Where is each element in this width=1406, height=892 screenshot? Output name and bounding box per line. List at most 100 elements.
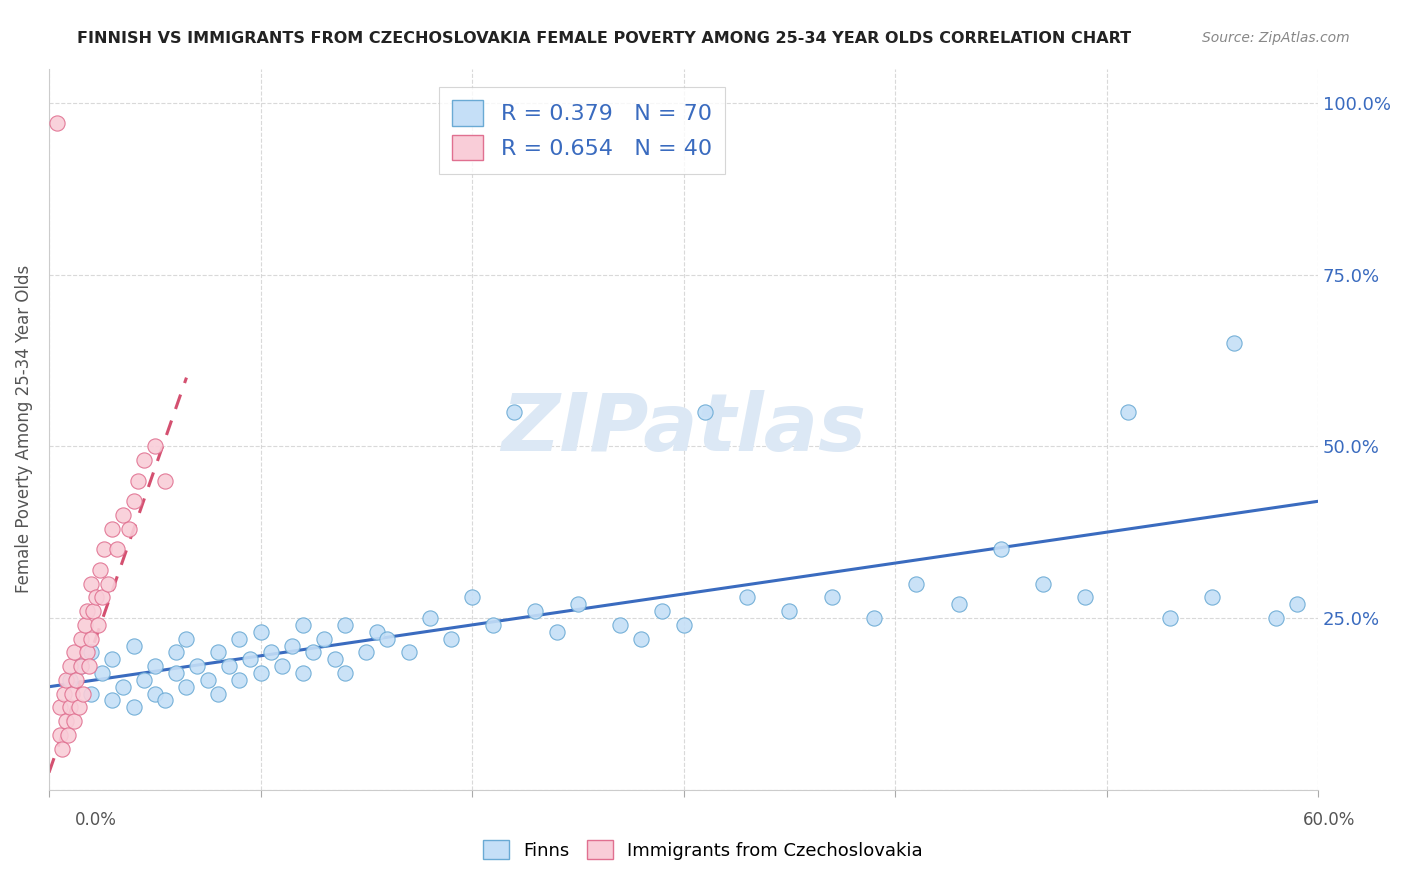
- Point: [101, 693, 124, 707]
- Point: [291, 665, 314, 680]
- Point: [69, 659, 91, 673]
- Point: [80, 576, 103, 591]
- Point: [76, 604, 98, 618]
- Point: [398, 645, 420, 659]
- Point: [143, 439, 166, 453]
- Point: [118, 522, 141, 536]
- Point: [80, 632, 103, 646]
- Point: [356, 645, 378, 659]
- Point: [65, 673, 87, 687]
- Point: [366, 624, 388, 639]
- Point: [948, 597, 970, 611]
- Point: [1032, 576, 1054, 591]
- Point: [55, 673, 77, 687]
- Point: [97, 576, 120, 591]
- Point: [69, 659, 91, 673]
- Point: [59, 700, 82, 714]
- Point: [165, 665, 187, 680]
- Point: [228, 673, 250, 687]
- Y-axis label: Female Poverty Among 25-34 Year Olds: Female Poverty Among 25-34 Year Olds: [15, 265, 32, 593]
- Point: [218, 659, 240, 673]
- Point: [176, 632, 198, 646]
- Text: FINNISH VS IMMIGRANTS FROM CZECHOSLOVAKIA FEMALE POVERTY AMONG 25-34 YEAR OLDS C: FINNISH VS IMMIGRANTS FROM CZECHOSLOVAKI…: [77, 31, 1132, 46]
- Text: ZIPatlas: ZIPatlas: [501, 390, 866, 468]
- Point: [46, 116, 69, 130]
- Point: [207, 645, 229, 659]
- Point: [51, 741, 73, 756]
- Legend: R = 0.379   N = 70, R = 0.654   N = 40: R = 0.379 N = 70, R = 0.654 N = 40: [439, 87, 725, 174]
- Point: [197, 673, 219, 687]
- Point: [80, 687, 103, 701]
- Point: [84, 591, 107, 605]
- Point: [461, 591, 484, 605]
- Point: [63, 645, 86, 659]
- Point: [249, 665, 271, 680]
- Point: [260, 645, 283, 659]
- Point: [86, 618, 108, 632]
- Point: [249, 624, 271, 639]
- Point: [101, 522, 124, 536]
- Point: [735, 591, 758, 605]
- Point: [990, 542, 1012, 557]
- Point: [105, 542, 128, 557]
- Point: [778, 604, 800, 618]
- Point: [323, 652, 346, 666]
- Point: [270, 659, 292, 673]
- Point: [111, 508, 134, 522]
- Point: [55, 714, 77, 728]
- Point: [693, 405, 716, 419]
- Point: [186, 659, 208, 673]
- Point: [333, 665, 356, 680]
- Point: [546, 624, 568, 639]
- Point: [651, 604, 673, 618]
- Point: [73, 618, 96, 632]
- Point: [60, 687, 83, 701]
- Point: [122, 700, 145, 714]
- Point: [77, 659, 100, 673]
- Point: [567, 597, 589, 611]
- Point: [482, 618, 505, 632]
- Point: [312, 632, 335, 646]
- Point: [76, 645, 98, 659]
- Point: [63, 714, 86, 728]
- Point: [59, 659, 82, 673]
- Point: [69, 632, 91, 646]
- Point: [1264, 611, 1286, 625]
- Point: [165, 645, 187, 659]
- Point: [503, 405, 526, 419]
- Point: [80, 645, 103, 659]
- Point: [524, 604, 547, 618]
- Point: [1159, 611, 1181, 625]
- Point: [82, 604, 104, 618]
- Point: [1285, 597, 1308, 611]
- Point: [1201, 591, 1223, 605]
- Point: [672, 618, 695, 632]
- Point: [90, 591, 112, 605]
- Point: [863, 611, 886, 625]
- Point: [281, 639, 304, 653]
- Point: [52, 687, 75, 701]
- Point: [1116, 405, 1139, 419]
- Point: [155, 693, 177, 707]
- Point: [56, 728, 79, 742]
- Point: [419, 611, 441, 625]
- Point: [820, 591, 842, 605]
- Point: [143, 659, 166, 673]
- Point: [291, 618, 314, 632]
- Point: [93, 542, 115, 557]
- Point: [127, 474, 149, 488]
- Text: Source: ZipAtlas.com: Source: ZipAtlas.com: [1202, 31, 1350, 45]
- Point: [89, 563, 111, 577]
- Point: [48, 700, 70, 714]
- Point: [239, 652, 262, 666]
- Point: [134, 453, 156, 467]
- Point: [333, 618, 356, 632]
- Point: [72, 687, 94, 701]
- Point: [207, 687, 229, 701]
- Text: 60.0%: 60.0%: [1302, 811, 1355, 829]
- Point: [630, 632, 652, 646]
- Point: [1074, 591, 1097, 605]
- Point: [377, 632, 399, 646]
- Point: [1222, 336, 1244, 351]
- Point: [905, 576, 928, 591]
